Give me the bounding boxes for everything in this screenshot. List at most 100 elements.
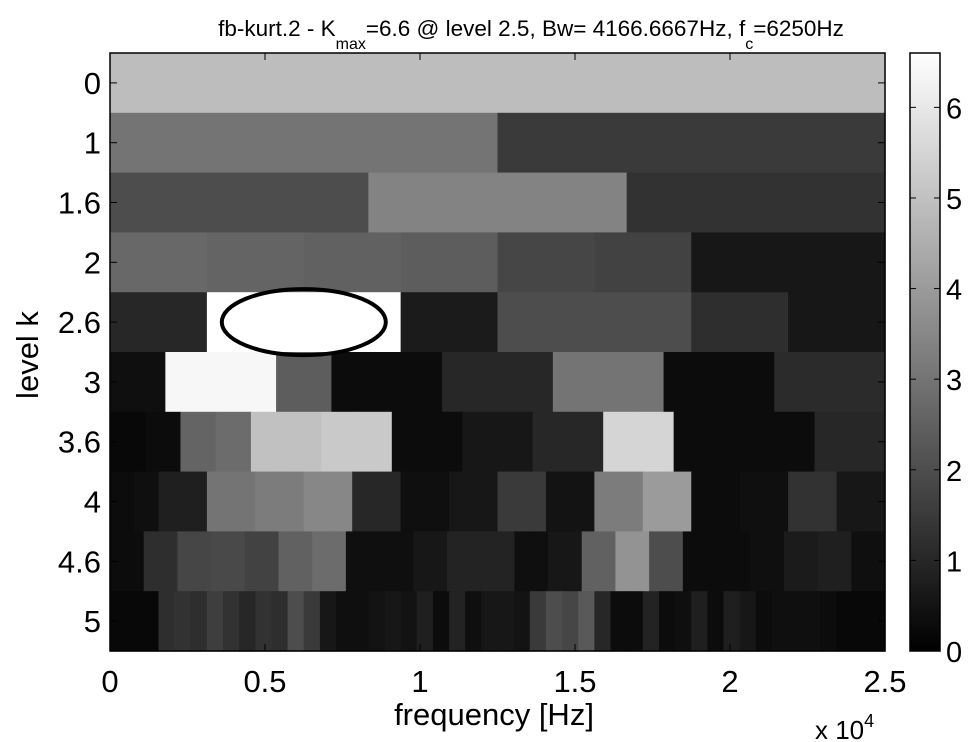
heatmap-cell	[581, 531, 600, 592]
heatmap-cell	[449, 591, 466, 652]
title-kmax-subscript: max	[336, 36, 366, 53]
heatmap-cell	[416, 591, 434, 652]
heatmap-cell	[868, 591, 886, 652]
title-middle: =6.6 @ level 2.5, Bw= 4166.6667Hz, f	[366, 16, 746, 41]
y-tick-label: 4.6	[58, 544, 101, 579]
heatmap-cell	[779, 411, 816, 473]
heatmap-cell	[400, 292, 499, 353]
heatmap-cell	[552, 352, 609, 413]
colorbar-tick-label: 6	[946, 93, 962, 125]
heatmap-cell	[312, 531, 330, 592]
heatmap-cell	[521, 471, 547, 532]
heatmap-cell	[497, 591, 515, 652]
heatmap-cell	[400, 591, 418, 652]
heatmap-cell	[379, 531, 398, 592]
heatmap-cell	[261, 531, 280, 592]
heatmap-cell	[446, 531, 465, 592]
heatmap-cell	[110, 112, 499, 174]
heatmap-cell	[400, 232, 499, 293]
heatmap-cell	[691, 292, 789, 353]
heatmap-cell	[529, 591, 547, 652]
heatmap-cell	[665, 531, 684, 592]
heatmap-cell	[817, 531, 836, 592]
heatmap-cell	[110, 352, 166, 413]
heatmap-cell	[788, 292, 886, 353]
heatmap-cell	[804, 591, 822, 652]
heatmap-cell	[142, 591, 160, 652]
heatmap-cell	[227, 531, 246, 592]
heatmap-cell	[868, 531, 886, 592]
heatmap-cell	[134, 471, 160, 532]
heatmap-cell	[286, 411, 322, 473]
heatmap-cell	[788, 591, 805, 652]
heatmap-cell	[126, 591, 143, 652]
heatmap-cell	[321, 411, 358, 473]
x-multiplier-exponent: 4	[864, 711, 874, 731]
heatmap-cell	[194, 531, 212, 592]
heatmap-cell	[352, 471, 378, 532]
heatmap-cell	[497, 352, 554, 413]
chart-title: fb-kurt.2 - Kmax=6.6 @ level 2.5, Bw= 41…	[218, 16, 844, 53]
heatmap-cell	[771, 591, 789, 652]
heatmap-cell	[594, 471, 620, 532]
heatmap-cell	[814, 411, 851, 473]
x-tick-label: 2	[721, 664, 738, 699]
heatmap-cell	[190, 591, 208, 652]
heatmap-cell	[362, 531, 381, 592]
y-tick-label: 1	[84, 126, 101, 161]
x-multiplier-base: x 10	[815, 715, 864, 742]
heatmap-cell	[463, 531, 482, 592]
heatmap-cell	[110, 591, 127, 652]
heatmap-cell	[497, 411, 534, 473]
title-fc-subscript: c	[745, 36, 753, 53]
heatmap-cell	[158, 471, 184, 532]
heatmap-cell	[739, 591, 757, 652]
colorbar-tick-label: 5	[946, 184, 962, 216]
heatmap-cell	[812, 471, 838, 532]
heatmap-cell	[206, 232, 305, 293]
heatmap-cell	[513, 591, 531, 652]
heatmap-cell	[206, 471, 232, 532]
heatmap-cell	[356, 411, 393, 473]
heatmap-cell	[331, 352, 388, 413]
heatmap-cell	[239, 591, 256, 652]
heatmap-cell	[750, 531, 768, 592]
heatmap-cell	[836, 591, 854, 652]
x-tick-label: 1	[411, 664, 428, 699]
heatmap-cell	[691, 471, 717, 532]
x-tick-label: 0.5	[243, 664, 286, 699]
heatmap-cell	[158, 591, 176, 652]
heatmap-cell	[223, 591, 240, 652]
plot-frame	[109, 52, 886, 652]
heatmap-cell	[852, 591, 870, 652]
heatmap-cell	[182, 471, 208, 532]
heatmap-cell	[594, 591, 612, 652]
heatmap-cell	[220, 352, 277, 413]
heatmap-cell	[145, 411, 182, 473]
heatmap-cell	[244, 531, 263, 592]
y-tick-label: 5	[84, 604, 101, 639]
heatmap-cell	[763, 471, 789, 532]
heatmap-cell	[400, 471, 426, 532]
kmax-annotation	[219, 287, 388, 358]
heatmap-cell	[480, 531, 499, 592]
colorbar-tick-label: 2	[946, 456, 962, 488]
x-tick-label: 2.5	[863, 664, 906, 699]
heatmap-cell	[110, 53, 886, 114]
heatmap-cell	[432, 591, 450, 652]
x-axis-multiplier: x 104	[815, 711, 874, 742]
heatmap-cell	[368, 591, 386, 652]
heatmap-cell	[820, 591, 838, 652]
heatmap-cell	[376, 471, 402, 532]
heatmap-cells	[110, 53, 886, 652]
heatmap-cell	[691, 232, 789, 293]
heatmap-cell	[834, 531, 852, 592]
heatmap-cell	[598, 531, 617, 592]
heatmap-cell	[673, 411, 710, 473]
y-tick-label: 2.6	[58, 305, 101, 340]
heatmap-cell	[744, 411, 780, 473]
heatmap-cell	[329, 531, 347, 592]
y-tick-label: 3.6	[58, 425, 101, 460]
kmax-ellipse	[219, 287, 388, 358]
